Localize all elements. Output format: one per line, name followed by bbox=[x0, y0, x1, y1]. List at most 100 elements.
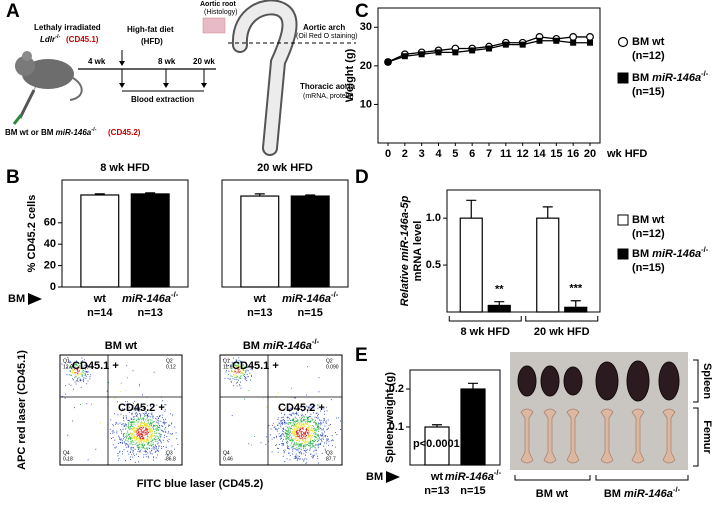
flow-x-label: FITC blue laser (CD45.2) bbox=[137, 478, 264, 490]
thoracic: Thoracic aorta bbox=[300, 82, 356, 91]
y-tick-label: 1.0 bbox=[426, 212, 441, 224]
cytometry-dots bbox=[232, 365, 315, 445]
mouse-tail bbox=[69, 77, 83, 101]
significance: ** bbox=[495, 284, 504, 296]
blood: Blood extraction bbox=[131, 95, 194, 104]
text-part: -/- bbox=[55, 34, 60, 40]
quadrant-value: 0.12 bbox=[166, 364, 176, 370]
mouse-ear bbox=[22, 51, 32, 61]
legend-label: BM miR-146a-/- bbox=[632, 245, 709, 260]
n-label: n=13 bbox=[247, 307, 272, 319]
x-axis-title: wk HFD bbox=[606, 148, 647, 160]
point bbox=[401, 53, 408, 60]
bar bbox=[460, 388, 486, 466]
quadrant-name: Q3 bbox=[326, 450, 333, 456]
text-part: miR-146a bbox=[263, 340, 312, 352]
group-arrow bbox=[28, 293, 42, 305]
point bbox=[536, 37, 543, 44]
chart-title: 20 wk HFD bbox=[257, 162, 313, 174]
y-tick-label: 10 bbox=[360, 98, 372, 110]
x-tick-label: 20 wk HFD bbox=[534, 326, 590, 338]
n-label: n=14 bbox=[87, 307, 113, 319]
x-tick-label: wt bbox=[93, 293, 107, 305]
mouse-body bbox=[22, 59, 74, 89]
y-axis-title: Spleen weight (g) bbox=[384, 372, 396, 463]
panel-label: A bbox=[6, 1, 20, 22]
quadrant-name: Q3 bbox=[166, 450, 173, 456]
error-bar bbox=[542, 206, 553, 219]
legend-n: (n=15) bbox=[632, 262, 665, 274]
row-label: Spleen bbox=[701, 363, 713, 399]
significance: *** bbox=[569, 283, 583, 295]
group-bracket bbox=[525, 316, 599, 322]
point bbox=[502, 41, 509, 48]
spleen bbox=[658, 361, 680, 401]
text-part: miR-146a bbox=[282, 293, 331, 305]
recipient-strain: Ldlr-/- bbox=[40, 34, 61, 44]
arrowhead bbox=[119, 61, 125, 66]
y-tick-label: 40 bbox=[44, 238, 56, 250]
bar bbox=[536, 217, 560, 313]
cytometry-dots bbox=[234, 368, 309, 440]
x-tick-label: miR-146a-/- bbox=[122, 290, 179, 305]
arch: Aortic arch bbox=[303, 23, 345, 32]
panel-label: C bbox=[355, 1, 369, 22]
blood-arrows bbox=[121, 69, 205, 92]
y-axis-title: % CD45.2 cells bbox=[26, 195, 38, 273]
text-part: miR-146a bbox=[624, 488, 673, 500]
x-tick-label: 16 bbox=[567, 148, 579, 160]
y-tick-label: 60 bbox=[44, 217, 56, 229]
legend-marker bbox=[617, 72, 629, 84]
n-label: n=13 bbox=[424, 485, 449, 497]
femur bbox=[600, 408, 614, 464]
root-method: (Histology) bbox=[204, 9, 237, 16]
bar bbox=[240, 195, 280, 288]
y-tick-label: 0.1 bbox=[389, 421, 404, 433]
point bbox=[553, 37, 560, 44]
schematic: Lethaly irradiated Ldlr-/- (CD45.1) High… bbox=[5, 0, 357, 156]
legend-marker bbox=[617, 214, 629, 226]
legend-label: BM wt bbox=[632, 36, 665, 48]
y-tick-label: 0.2 bbox=[389, 383, 404, 395]
syringe-plunger bbox=[12, 114, 23, 125]
cytometry-dots bbox=[223, 357, 341, 464]
quadrant-value: 87.7 bbox=[326, 456, 336, 462]
spleen bbox=[563, 366, 583, 396]
x-tick-label: 12 bbox=[517, 148, 529, 160]
text-part: -/- bbox=[673, 485, 681, 494]
error-bar bbox=[466, 199, 477, 219]
flow-title: BM miR-146a-/- bbox=[243, 337, 320, 352]
point bbox=[385, 59, 391, 65]
y-tick-label: 0 bbox=[50, 281, 56, 293]
spleen bbox=[595, 361, 619, 401]
spleen bbox=[540, 365, 560, 397]
diet-abbr: (HFD) bbox=[141, 37, 163, 46]
x-tick-label: 2 bbox=[402, 148, 408, 160]
x-tick-label: wt bbox=[430, 471, 444, 483]
recipient: Lethaly irradiated bbox=[34, 23, 101, 32]
text-part: -/- bbox=[91, 127, 96, 133]
row-label: Femur bbox=[701, 420, 713, 454]
legend-n: (n=12) bbox=[632, 228, 665, 240]
text-part: -/- bbox=[312, 337, 320, 346]
photo: Spleen Femur BM wt BM miR-146a-/- bbox=[510, 352, 713, 500]
syringe bbox=[18, 89, 36, 119]
diet: High-fat diet bbox=[127, 25, 174, 34]
y-axis-title: mRNA level bbox=[412, 221, 424, 282]
group-label: BM miR-146a-/- bbox=[604, 485, 681, 500]
point bbox=[435, 49, 442, 56]
thoracic-method: (mRNA, protein) bbox=[303, 93, 354, 100]
group-label: BM bbox=[366, 471, 383, 483]
x-tick-label: 20 bbox=[584, 148, 596, 160]
quadrant-value: 12.9 bbox=[63, 364, 73, 370]
x-tick-label: 6 bbox=[469, 148, 475, 160]
legend-marker bbox=[617, 36, 629, 48]
x-tick-label: 7 bbox=[486, 148, 492, 160]
timepoint: 20 wk bbox=[193, 57, 215, 66]
gate-label: CD45.2 + bbox=[278, 402, 325, 414]
quadrant-name: Q4 bbox=[223, 450, 230, 456]
femur bbox=[520, 408, 534, 464]
cytometry-dots bbox=[69, 362, 161, 451]
x-tick-label: 14 bbox=[533, 148, 546, 160]
